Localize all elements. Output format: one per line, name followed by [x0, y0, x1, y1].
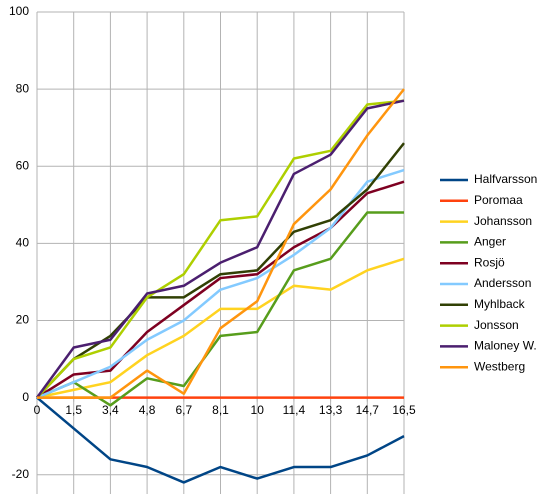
series-line — [36, 168, 405, 399]
x-tick-label: 0 — [34, 403, 41, 417]
x-tick-label: 16,5 — [392, 403, 416, 417]
legend-label: Halfvarsson — [474, 172, 537, 186]
y-tick-label: 40 — [16, 236, 30, 250]
legend-label: Johansson — [474, 214, 532, 228]
legend-label: Myhlback — [474, 297, 526, 311]
y-tick-label: 80 — [16, 81, 30, 95]
legend-label: Andersson — [474, 276, 531, 290]
series-line — [35, 99, 405, 399]
x-tick-label: 11,4 — [283, 403, 306, 417]
x-tick-label: 3,4 — [102, 403, 119, 417]
y-tick-label: 60 — [16, 158, 30, 172]
x-tick-label: 14,7 — [356, 403, 380, 417]
series-line — [36, 99, 405, 399]
legend-label: Westberg — [474, 359, 525, 373]
legend-label: Jonsson — [474, 318, 519, 332]
y-tick-label: 20 — [16, 313, 30, 327]
series-line — [36, 142, 405, 399]
y-tick-label: 100 — [9, 4, 29, 18]
x-tick-label: 10 — [251, 403, 265, 417]
series-line — [36, 257, 405, 399]
legend-label: Poromaa — [474, 193, 523, 207]
legend-label: Anger — [474, 235, 506, 249]
x-tick-label: 6,7 — [175, 403, 192, 417]
y-tick-label: -20 — [12, 467, 30, 481]
x-tick-label: 1,5 — [65, 403, 82, 417]
x-tick-label: 8,1 — [212, 403, 229, 417]
y-tick-label: 0 — [22, 390, 29, 404]
legend-label: Maloney W. — [474, 339, 537, 353]
series-line — [36, 396, 405, 484]
x-tick-label: 4,8 — [139, 403, 156, 417]
series-line — [37, 88, 405, 399]
legend-label: Rosjö — [474, 255, 505, 269]
x-tick-label: 13,3 — [319, 403, 343, 417]
